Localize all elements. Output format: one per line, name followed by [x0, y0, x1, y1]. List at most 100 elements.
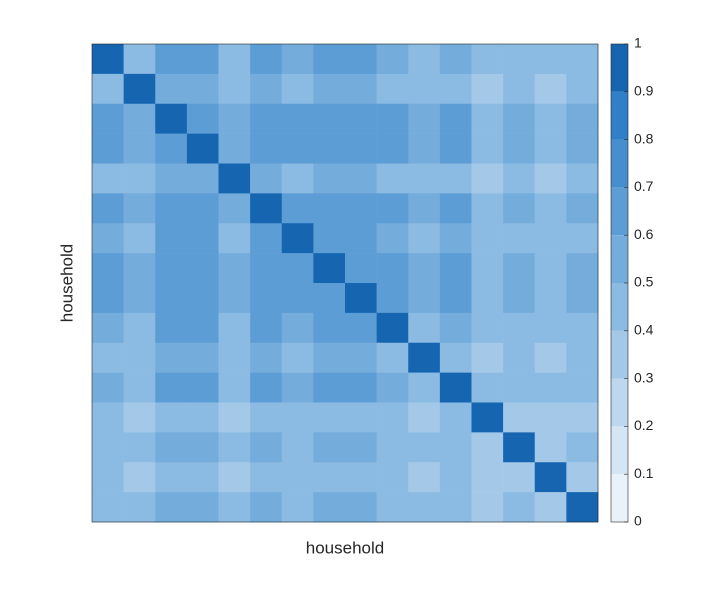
heatmap-cell [186, 133, 219, 164]
heatmap-cell [313, 133, 346, 164]
heatmap-cell [250, 372, 283, 403]
heatmap-cell [155, 312, 188, 344]
heatmap-cell [313, 402, 346, 433]
heatmap-cell [408, 462, 441, 493]
heatmap-cell [439, 372, 472, 403]
heatmap-cell [471, 402, 504, 433]
heatmap-cell [313, 372, 346, 403]
colorbar-tick-label: 1 [634, 35, 642, 51]
heatmap-cell [408, 402, 441, 433]
y-axis-label: household [57, 244, 76, 322]
heatmap-cell [534, 312, 567, 344]
heatmap-cell [566, 103, 599, 134]
colorbar-segment [611, 235, 628, 283]
heatmap-cell [313, 223, 346, 254]
heatmap-cell [503, 73, 536, 105]
heatmap-cell [503, 432, 536, 463]
heatmap-cell [218, 402, 251, 433]
heatmap-cell [218, 193, 251, 224]
heatmap-cell [218, 163, 251, 194]
heatmap-cell [376, 462, 409, 493]
heatmap-cell [503, 492, 536, 523]
colorbar-segment [611, 378, 628, 427]
x-axis-label: household [306, 538, 384, 557]
heatmap-cell [345, 492, 377, 523]
heatmap-cell [439, 253, 472, 284]
heatmap-cell [281, 342, 314, 373]
heatmap-cell [155, 283, 188, 314]
heatmap-cell [92, 432, 124, 463]
heatmap-cell [123, 432, 156, 463]
heatmap-cell [250, 223, 283, 254]
heatmap-cell [218, 253, 251, 284]
heatmap-cell [471, 103, 504, 134]
heatmap-cell [250, 283, 283, 314]
heatmap-cell [345, 193, 377, 224]
colorbar-segment [611, 44, 628, 92]
heatmap-cell [345, 372, 377, 403]
heatmap-cell [345, 462, 377, 493]
heatmap-cell [503, 163, 536, 194]
heatmap-cell [186, 103, 219, 134]
heatmap-cell [313, 103, 346, 134]
heatmap-cell [439, 432, 472, 463]
heatmap-cell [250, 103, 283, 134]
heatmap-cell [408, 73, 441, 105]
heatmap-cell [345, 432, 377, 463]
heatmap-cell [566, 372, 599, 403]
heatmap-cell [155, 492, 188, 523]
heatmap-cell [566, 283, 599, 314]
heatmap-cell [218, 432, 251, 463]
heatmap-cell [250, 44, 283, 75]
heatmap-cell [92, 163, 124, 194]
heatmap-cell [376, 492, 409, 523]
heatmap-cell [250, 312, 283, 344]
heatmap-cell [313, 73, 346, 105]
plot-frame [91, 43, 599, 523]
heatmap-cell [408, 312, 441, 344]
heatmap-cell [503, 342, 536, 373]
heatmap-cell [218, 103, 251, 134]
heatmap-cell [92, 223, 124, 254]
heatmap-cell [123, 223, 156, 254]
heatmap-cell [408, 492, 441, 523]
heatmap-cell [281, 283, 314, 314]
heatmap-cell [503, 402, 536, 433]
heatmap-cell [250, 402, 283, 433]
heatmap-cell [313, 312, 346, 344]
heatmap-cell [439, 133, 472, 164]
heatmap-cell [534, 432, 567, 463]
heatmap-cell [566, 193, 599, 224]
heatmap-cell [92, 372, 124, 403]
heatmap-cell [566, 402, 599, 433]
heatmap-cell [123, 402, 156, 433]
heatmap-cell [439, 44, 472, 75]
heatmap-cell [123, 372, 156, 403]
heatmap-cell [250, 163, 283, 194]
colorbar-tick-label: 0.8 [634, 130, 654, 146]
heatmap-cell [281, 44, 314, 75]
heatmap-cell [345, 253, 377, 284]
heatmap-cell [566, 492, 599, 523]
heatmap-cell [439, 73, 472, 105]
heatmap-cell [408, 163, 441, 194]
heatmap-cell [250, 492, 283, 523]
heatmap-cell [534, 253, 567, 284]
heatmap-cell [92, 402, 124, 433]
heatmap-cell [503, 193, 536, 224]
heatmap-cell [471, 133, 504, 164]
heatmap-cell [534, 73, 567, 105]
heatmap-cell [250, 432, 283, 463]
heatmap-cell [503, 372, 536, 403]
heatmap-cell [186, 163, 219, 194]
heatmap-cell [155, 402, 188, 433]
heatmap-cell [155, 193, 188, 224]
heatmap-cell [566, 312, 599, 344]
heatmap-cell [218, 342, 251, 373]
heatmap-cell [281, 432, 314, 463]
heatmap-cell [503, 133, 536, 164]
heatmap-cell [345, 133, 377, 164]
heatmap-cell [250, 133, 283, 164]
heatmap-cell [376, 73, 409, 105]
